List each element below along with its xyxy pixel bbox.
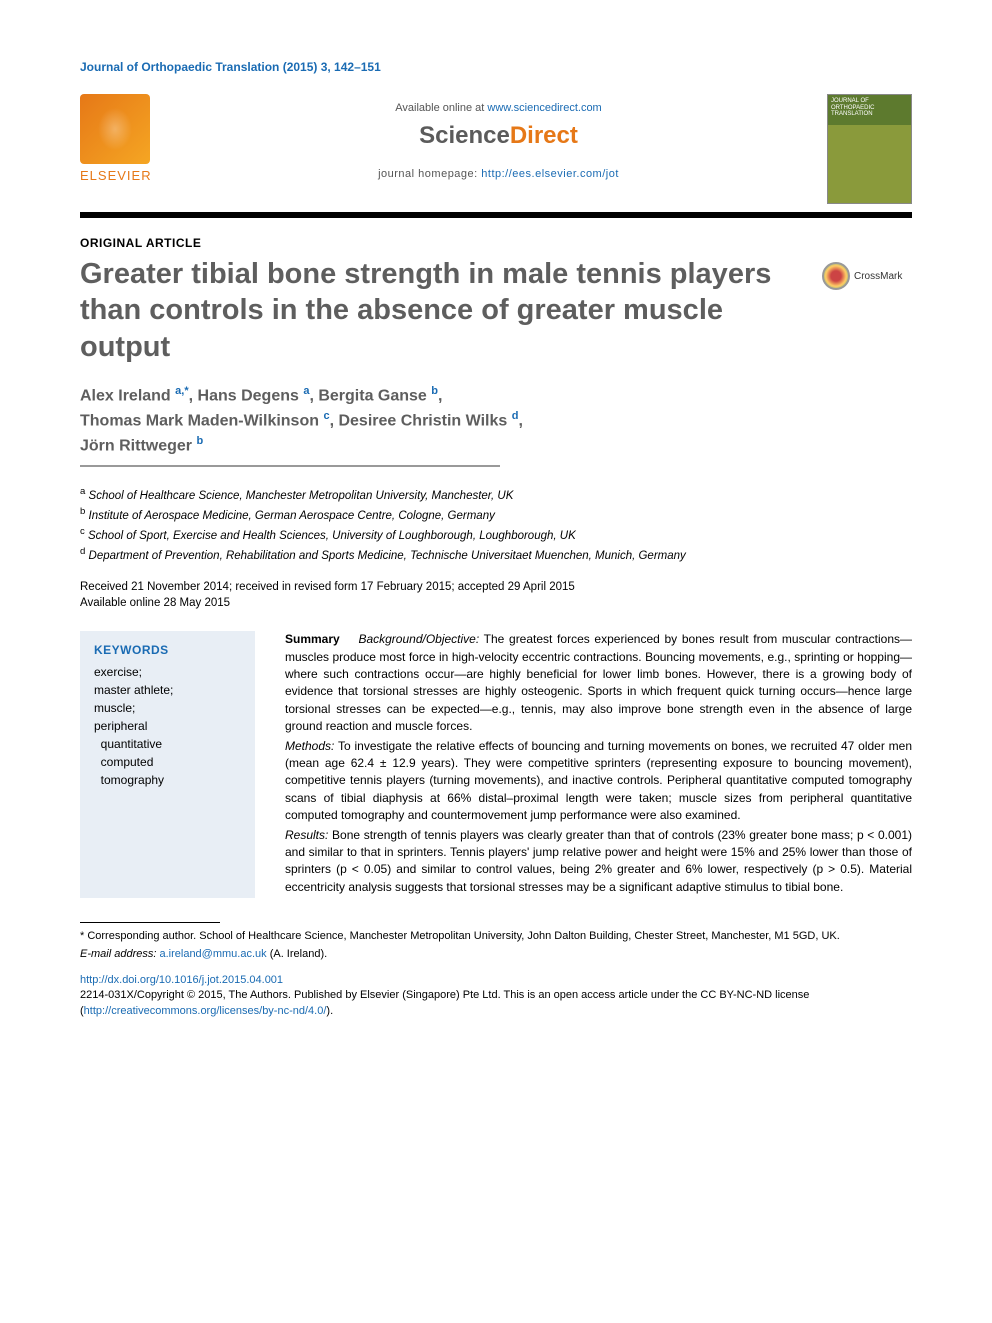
sd-word-b: Direct <box>510 122 578 149</box>
affiliation: a School of Healthcare Science, Manchest… <box>80 485 912 505</box>
sciencedirect-logo: ScienceDirect <box>190 122 807 150</box>
crossmark-label: CrossMark <box>854 271 902 282</box>
center-masthead: Available online at www.sciencedirect.co… <box>170 94 827 180</box>
author: Thomas Mark Maden-Wilkinson <box>80 412 323 429</box>
dates-received: Received 21 November 2014; received in r… <box>80 579 912 595</box>
doi: http://dx.doi.org/10.1016/j.jot.2015.04.… <box>80 974 912 986</box>
author: Alex Ireland <box>80 387 175 404</box>
journal-header: Journal of Orthopaedic Translation (2015… <box>80 60 912 74</box>
affil-text: School of Sport, Exercise and Health Sci… <box>85 530 576 542</box>
journal-homepage: journal homepage: http://ees.elsevier.co… <box>190 168 807 180</box>
divider-bar <box>80 212 912 218</box>
available-label: Available online at <box>395 102 487 114</box>
methods-text: To investigate the relative effects of b… <box>285 739 912 823</box>
sciencedirect-link[interactable]: www.sciencedirect.com <box>487 102 601 114</box>
keyword: master athlete; <box>94 681 241 699</box>
background-label: Background/Objective: <box>358 632 479 646</box>
methods-label: Methods: <box>285 739 334 753</box>
footnote-divider <box>80 922 220 923</box>
crossmark-badge[interactable]: CrossMark <box>822 262 912 290</box>
keyword: quantitative <box>94 735 241 753</box>
journal-cover: JOURNAL OF ORTHOPAEDIC TRANSLATION <box>827 94 912 204</box>
homepage-link[interactable]: http://ees.elsevier.com/jot <box>481 168 619 180</box>
keyword: exercise; <box>94 663 241 681</box>
homepage-label: journal homepage: <box>378 168 481 180</box>
author: Hans Degens <box>198 387 304 404</box>
article-type: ORIGINAL ARTICLE <box>80 236 912 250</box>
license-link[interactable]: http://creativecommons.org/licenses/by-n… <box>84 1005 327 1017</box>
keyword: tomography <box>94 771 241 789</box>
corresponding-author: * Corresponding author. School of Health… <box>80 929 912 944</box>
available-online: Available online at www.sciencedirect.co… <box>190 102 807 114</box>
abstract: Summary Background/Objective: The greate… <box>285 631 912 898</box>
keyword: computed <box>94 753 241 771</box>
article-dates: Received 21 November 2014; received in r… <box>80 579 912 611</box>
sd-word-a: Science <box>419 122 510 149</box>
author: Bergita Ganse <box>318 387 431 404</box>
dates-online: Available online 28 May 2015 <box>80 595 912 611</box>
crossmark-icon <box>822 262 850 290</box>
author: Jörn Rittweger <box>80 438 196 455</box>
keywords-heading: KEYWORDS <box>94 643 241 657</box>
email-suffix: (A. Ireland). <box>267 948 328 960</box>
affil-text: Institute of Aerospace Medicine, German … <box>85 510 495 522</box>
author-affil-sup: b <box>431 385 438 397</box>
email-line: E-mail address: a.ireland@mmu.ac.uk (A. … <box>80 948 912 960</box>
affiliations: a School of Healthcare Science, Manchest… <box>80 485 912 565</box>
elsevier-name: ELSEVIER <box>80 168 170 183</box>
masthead: ELSEVIER Available online at www.science… <box>80 94 912 204</box>
affil-text: School of Healthcare Science, Manchester… <box>85 490 513 502</box>
author-underline <box>80 465 500 467</box>
author-affil-sup: b <box>196 435 203 447</box>
affiliation: b Institute of Aerospace Medicine, Germa… <box>80 505 912 525</box>
elsevier-logo: ELSEVIER <box>80 94 170 183</box>
copyright-close: ). <box>326 1005 333 1017</box>
copyright: 2214-031X/Copyright © 2015, The Authors.… <box>80 988 912 1019</box>
cover-title: JOURNAL OF ORTHOPAEDIC TRANSLATION <box>828 95 911 125</box>
keyword: muscle; <box>94 699 241 717</box>
email-label: E-mail address: <box>80 948 159 960</box>
affiliation: d Department of Prevention, Rehabilitati… <box>80 545 912 565</box>
article-title: Greater tibial bone strength in male ten… <box>80 256 812 365</box>
keyword: peripheral <box>94 717 241 735</box>
email-link[interactable]: a.ireland@mmu.ac.uk <box>159 948 266 960</box>
author-list: Alex Ireland a,*, Hans Degens a, Bergita… <box>80 383 912 459</box>
author-affil-sup: a,* <box>175 385 188 397</box>
results-text: Bone strength of tennis players was clea… <box>285 828 912 894</box>
keywords-box: KEYWORDS exercise; master athlete; muscl… <box>80 631 255 898</box>
affil-text: Department of Prevention, Rehabilitation… <box>85 550 685 562</box>
summary-label: Summary <box>285 632 340 646</box>
results-label: Results: <box>285 828 328 842</box>
elsevier-tree-icon <box>80 94 150 164</box>
author: Desiree Christin Wilks <box>338 412 511 429</box>
background-text: The greatest forces experienced by bones… <box>285 632 912 733</box>
affiliation: c School of Sport, Exercise and Health S… <box>80 525 912 545</box>
doi-link[interactable]: http://dx.doi.org/10.1016/j.jot.2015.04.… <box>80 974 283 986</box>
